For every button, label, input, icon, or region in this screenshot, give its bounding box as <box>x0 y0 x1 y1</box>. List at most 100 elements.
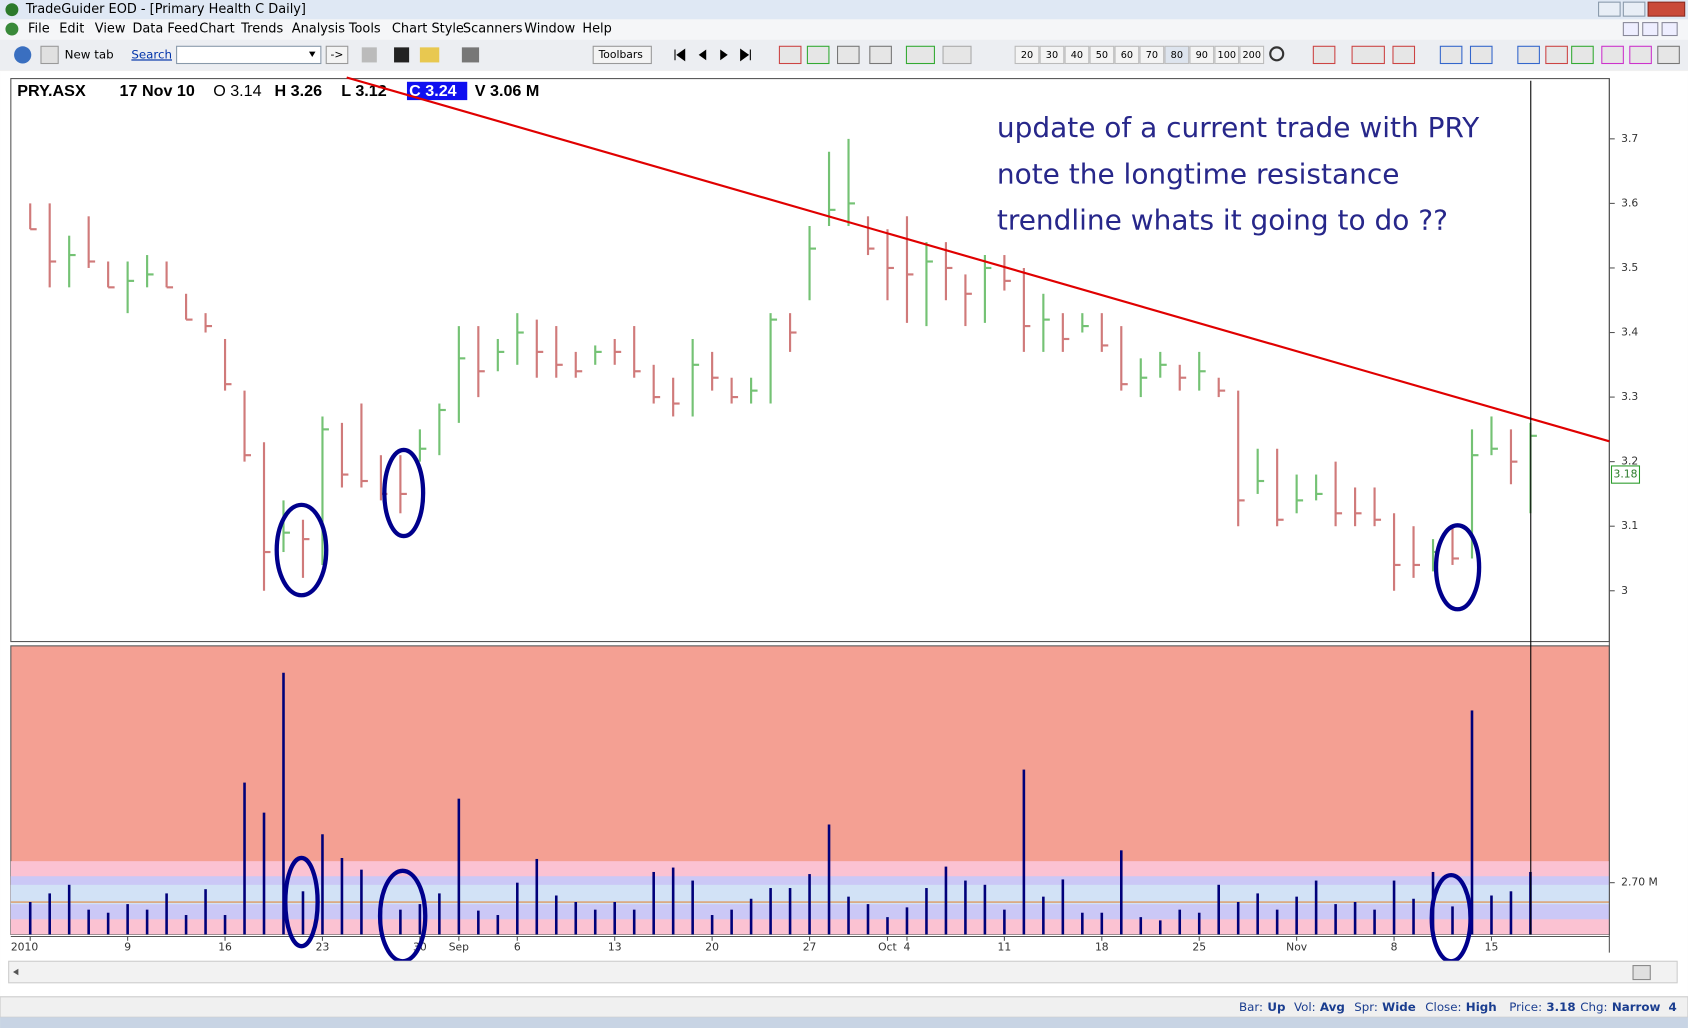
menu-item[interactable]: Tools <box>348 22 381 37</box>
tool-icon[interactable] <box>1439 45 1463 65</box>
tool-icon[interactable] <box>905 45 935 65</box>
toolbars-label: Toolbars <box>598 48 644 61</box>
tool-icon[interactable] <box>1351 45 1385 65</box>
minimize-button[interactable] <box>1598 1 1621 17</box>
maximize-button[interactable] <box>1622 1 1646 17</box>
tool-icon[interactable] <box>942 45 972 65</box>
menu-icon <box>5 22 19 36</box>
volume-bar <box>749 898 753 935</box>
period-button[interactable] <box>1189 45 1215 65</box>
search-box[interactable] <box>176 45 322 65</box>
scroll-left[interactable] <box>12 968 19 976</box>
volume-bar <box>87 909 90 935</box>
period-button[interactable] <box>1064 45 1090 65</box>
volume-bar <box>321 834 324 935</box>
doc-minimize[interactable] <box>1622 22 1639 37</box>
status-value: Wide <box>1382 1000 1416 1014</box>
search-link[interactable]: Search <box>131 47 172 61</box>
volume-bar <box>1022 769 1026 935</box>
menu-item[interactable]: Data Feed <box>132 22 198 37</box>
period-button[interactable] <box>1039 45 1065 65</box>
close-button[interactable] <box>1647 1 1686 17</box>
period-button[interactable] <box>1139 45 1165 65</box>
tool-icon[interactable] <box>1312 45 1336 65</box>
volume-bar <box>574 902 578 935</box>
volume-bar <box>1509 891 1513 935</box>
print-button[interactable] <box>461 47 480 63</box>
go-button[interactable] <box>325 45 349 65</box>
period-label: 30 <box>1046 50 1058 61</box>
last-button[interactable] <box>740 48 751 62</box>
tool-icon[interactable] <box>837 45 860 65</box>
volume-bar <box>847 896 850 935</box>
annotation: note the longtime resistance <box>997 157 1400 190</box>
tool-icon[interactable] <box>1601 45 1624 65</box>
close-highlight <box>406 81 468 101</box>
volume-bar <box>340 857 344 935</box>
menu-item[interactable]: Analysis <box>292 22 345 37</box>
menu-item[interactable]: Edit <box>59 22 84 37</box>
tool-icon[interactable] <box>1469 45 1493 65</box>
menu-item[interactable]: Chart Style <box>392 22 464 37</box>
period-label: 40 <box>1071 50 1083 61</box>
menu-bar <box>0 19 1688 40</box>
scrollbar[interactable] <box>8 960 1678 984</box>
menu-item[interactable]: Scanners <box>463 22 523 37</box>
volume-bar <box>1139 917 1143 935</box>
tool-icon[interactable] <box>1657 45 1680 65</box>
next-button[interactable] <box>720 49 728 61</box>
volume-bar <box>360 869 363 935</box>
down-button[interactable] <box>40 45 59 65</box>
volume-bar <box>554 895 558 935</box>
volume-bar <box>593 909 597 935</box>
menu-item[interactable]: File <box>28 22 50 37</box>
x-tick-label: 13 <box>608 940 622 953</box>
tool-icon[interactable] <box>1629 45 1652 65</box>
tool-icon[interactable] <box>778 45 802 65</box>
tool-icon[interactable] <box>869 45 892 65</box>
volume-bar <box>535 858 539 935</box>
menu-item[interactable]: View <box>95 22 126 37</box>
tool-icon[interactable] <box>806 45 830 65</box>
x-tick-label: 25 <box>1192 940 1206 953</box>
period-button[interactable] <box>1214 45 1240 65</box>
tool-icon[interactable] <box>1392 45 1416 65</box>
volume-bar <box>1412 898 1415 935</box>
period-button[interactable] <box>1014 45 1040 65</box>
doc-restore[interactable] <box>1642 22 1659 37</box>
menu-item[interactable]: Help <box>582 22 611 37</box>
prev-button[interactable] <box>698 49 707 61</box>
status-label: Vol: <box>1294 1000 1316 1014</box>
period-button[interactable] <box>1239 45 1265 65</box>
period-button[interactable] <box>1089 45 1115 65</box>
open-button[interactable] <box>419 47 440 63</box>
menu-item[interactable]: Trends <box>240 22 283 37</box>
x-tick-label: 9 <box>124 940 131 953</box>
open: O 3.14 <box>213 82 261 100</box>
period-label: 200 <box>1243 50 1261 61</box>
menu-item[interactable]: Chart <box>199 22 234 37</box>
tool-icon[interactable] <box>1517 45 1540 65</box>
first-button[interactable] <box>674 48 686 62</box>
lock-button[interactable] <box>361 47 377 63</box>
status-value: Up <box>1267 1000 1285 1014</box>
volume-bar <box>983 884 987 935</box>
period-button[interactable] <box>1164 45 1190 65</box>
menu-item[interactable]: Window <box>524 22 575 37</box>
last-price-box <box>1610 465 1641 484</box>
scroll-thumb[interactable] <box>1632 965 1651 981</box>
new-tab[interactable]: New tab <box>65 47 114 61</box>
period-button[interactable] <box>1114 45 1140 65</box>
doc-close[interactable] <box>1661 22 1678 37</box>
volume-bar <box>282 672 285 935</box>
toolbars-button[interactable] <box>592 45 652 65</box>
globe-button[interactable] <box>14 46 32 64</box>
zoom-button[interactable] <box>1269 46 1285 62</box>
tool-icon[interactable] <box>1571 45 1594 65</box>
status-label: Spr: <box>1354 1000 1378 1014</box>
tool-icon[interactable] <box>1545 45 1568 65</box>
y-tick-label: 2.70 M <box>1621 876 1658 889</box>
x-tick-label: 6 <box>514 940 521 953</box>
save-button[interactable] <box>394 47 410 63</box>
